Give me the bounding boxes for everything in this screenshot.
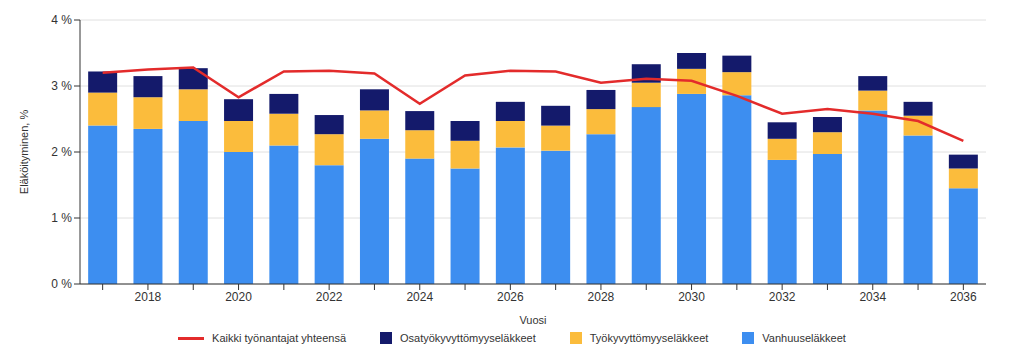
html-text:Vanhuuseläkkeet: Vanhuuseläkkeet [762, 332, 846, 344]
html-text:Kaikki työnantajat yhteensä: Kaikki työnantajat yhteensä [212, 332, 346, 344]
svg-text:Vuosi: Vuosi [519, 314, 546, 326]
svg-text:1 %: 1 % [51, 211, 72, 225]
svg-text:2 %: 2 % [51, 145, 72, 159]
svg-text:2036: 2036 [950, 290, 977, 304]
svg-text:2022: 2022 [316, 290, 343, 304]
svg-text:2028: 2028 [588, 290, 615, 304]
svg-text:4 %: 4 % [51, 13, 72, 27]
html-text:Osatyökyvyttömyyseläkkeet: Osatyökyvyttömyyseläkkeet [400, 332, 536, 344]
svg-text:2034: 2034 [859, 290, 886, 304]
html-text:Työkyvyttömyyseläkkeet: Työkyvyttömyyseläkkeet [589, 332, 709, 344]
svg-text:2024: 2024 [406, 290, 433, 304]
svg-text:3 %: 3 % [51, 79, 72, 93]
svg-text:2020: 2020 [225, 290, 252, 304]
svg-text:2032: 2032 [769, 290, 796, 304]
svg-text:2030: 2030 [678, 290, 705, 304]
svg-text:2026: 2026 [497, 290, 524, 304]
svg-text:0 %: 0 % [51, 277, 72, 291]
svg-text:2018: 2018 [135, 290, 162, 304]
svg-text:Eläköityminen, %: Eläköityminen, % [18, 110, 30, 195]
